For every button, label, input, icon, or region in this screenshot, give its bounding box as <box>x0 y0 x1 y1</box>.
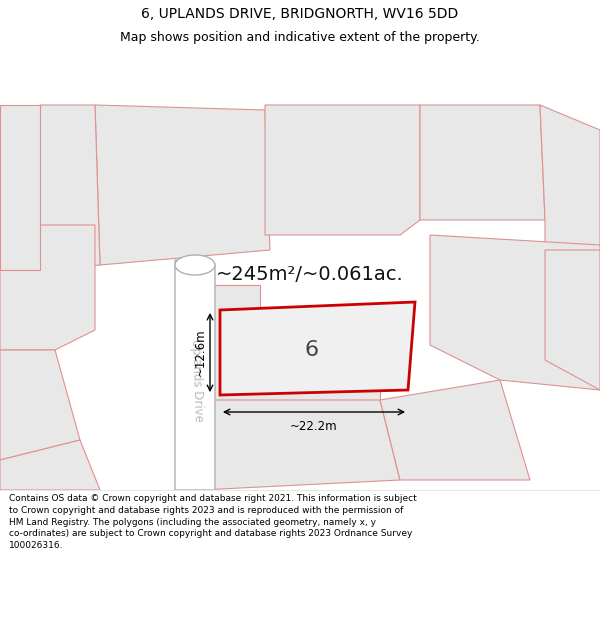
Polygon shape <box>265 105 420 235</box>
Polygon shape <box>0 225 95 350</box>
Polygon shape <box>545 250 600 390</box>
Polygon shape <box>200 285 380 400</box>
Polygon shape <box>420 105 545 220</box>
Text: 6: 6 <box>305 340 319 360</box>
Polygon shape <box>200 400 400 490</box>
Polygon shape <box>0 105 40 270</box>
Text: Contains OS data © Crown copyright and database right 2021. This information is : Contains OS data © Crown copyright and d… <box>9 494 417 550</box>
Ellipse shape <box>175 255 215 275</box>
Polygon shape <box>380 380 530 480</box>
Polygon shape <box>40 105 100 270</box>
Text: ~12.6m: ~12.6m <box>193 328 206 376</box>
Polygon shape <box>95 105 270 265</box>
Polygon shape <box>220 302 415 395</box>
Polygon shape <box>0 440 100 490</box>
Text: Map shows position and indicative extent of the property.: Map shows position and indicative extent… <box>120 31 480 44</box>
Polygon shape <box>430 235 600 390</box>
Polygon shape <box>540 105 600 250</box>
Polygon shape <box>175 260 215 490</box>
Polygon shape <box>0 350 80 460</box>
Text: ~245m²/~0.061ac.: ~245m²/~0.061ac. <box>216 266 404 284</box>
Text: ~22.2m: ~22.2m <box>290 421 338 434</box>
Text: 6, UPLANDS DRIVE, BRIDGNORTH, WV16 5DD: 6, UPLANDS DRIVE, BRIDGNORTH, WV16 5DD <box>142 7 458 21</box>
Text: Uplands Drive: Uplands Drive <box>189 338 205 422</box>
